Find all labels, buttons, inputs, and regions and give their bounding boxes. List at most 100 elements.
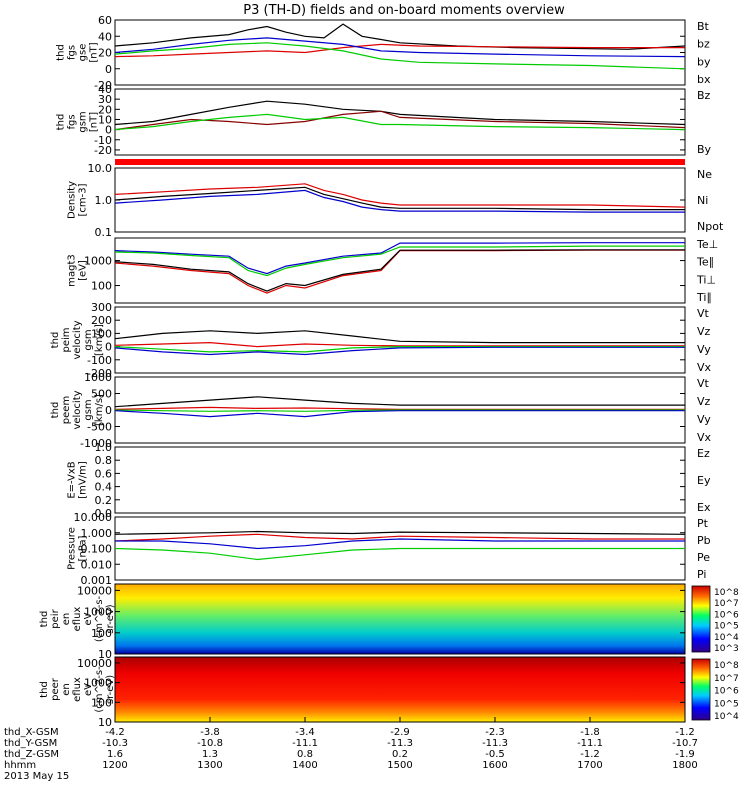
- x-row-value: 1400: [292, 760, 317, 771]
- series-Vt: [114, 330, 685, 344]
- y-axis-label: [mV/m]: [78, 461, 89, 499]
- y-tick-label: 1.0: [95, 194, 113, 207]
- y-tick-label: 60: [98, 14, 112, 27]
- series-Pe: [114, 547, 685, 561]
- series-Pi: [115, 538, 685, 550]
- series-Vx: [114, 346, 685, 356]
- y-axis-label: eflux: [72, 677, 83, 702]
- y-axis-label: fgs: [67, 114, 78, 129]
- y-axis-label: peem: [61, 396, 72, 424]
- y-tick-label: 100: [91, 627, 112, 640]
- y-tick-label: 40: [98, 30, 112, 43]
- series-Vz: [114, 341, 685, 348]
- y-tick-label: 20: [98, 103, 112, 116]
- x-row-value: 1800: [672, 760, 697, 771]
- legend-entry: Npot: [697, 220, 724, 233]
- x-row-label: thd_Z-GSM: [4, 749, 59, 760]
- panel-frame: [114, 19, 686, 86]
- legend-entry: Pb: [697, 534, 711, 547]
- y-tick-label: 0.010: [81, 558, 113, 571]
- y-axis-label: thd: [39, 681, 50, 698]
- x-row-value: -4.2: [105, 727, 125, 738]
- legend-entry: Te∥: [696, 256, 714, 269]
- y-axis-label: gse: [78, 44, 89, 62]
- legend-entry: Ex: [697, 501, 711, 514]
- x-row-value: 1600: [482, 760, 507, 771]
- y-axis-label: sr-eV): [105, 604, 116, 633]
- y-axis-label: thd: [50, 402, 61, 419]
- mode-bar: [115, 159, 685, 165]
- y-axis-label: Density: [67, 181, 78, 219]
- x-row-value: -0.5: [485, 749, 505, 760]
- x-row-value: -3.8: [200, 727, 220, 738]
- series-Ti⊥: [114, 242, 685, 275]
- series-Pt: [114, 530, 686, 535]
- y-tick-label: 0: [105, 63, 112, 76]
- colorbar-tick-label: 10^7: [714, 674, 739, 684]
- y-tick-label: -1000: [80, 437, 112, 450]
- x-row-value: -1.8: [580, 727, 600, 738]
- panel-frame: [114, 167, 686, 233]
- y-tick-label: 1000: [84, 606, 112, 619]
- x-row-label: thd_X-GSM: [4, 727, 59, 738]
- y-tick-label: 10000: [77, 657, 112, 670]
- series-By: [114, 113, 686, 131]
- panel-frame: [114, 583, 686, 655]
- y-axis-label: eflux: [72, 607, 83, 632]
- y-tick-label: 30: [98, 93, 112, 106]
- legend-entry: Ni: [697, 194, 708, 207]
- y-axis-label: [nT]: [89, 112, 100, 132]
- colorbar-tick-label: 10^6: [714, 687, 739, 697]
- legend-entry: Pi: [697, 568, 706, 581]
- series-by: [114, 42, 686, 70]
- y-axis-label: gsm: [83, 329, 94, 350]
- x-row-value: 1700: [577, 760, 602, 771]
- panel-peir-eflux: 10^810^710^6 10^510^410^3 10000 1000 100 10 th…: [39, 583, 739, 661]
- y-tick-label: 1000: [84, 371, 112, 384]
- x-row-value: -1.2: [675, 727, 695, 738]
- panel-density: 10.0 1.0 0.1 Density [cm-3] Ne Ni Npot: [67, 162, 724, 239]
- y-axis-label: [km/s]: [94, 394, 105, 426]
- x-row-value: -2.9: [390, 727, 410, 738]
- y-tick-label: 1000: [84, 677, 112, 690]
- series-bx: [114, 37, 686, 58]
- y-axis-label: en: [61, 613, 72, 626]
- colorbar-tick-label: 10^7: [714, 599, 739, 609]
- series-Te∥: [114, 249, 685, 292]
- x-row-label: thd_Y-GSM: [4, 738, 57, 749]
- legend-entry: Pe: [697, 551, 710, 564]
- colorbar-tick-label: 10^8: [714, 661, 739, 671]
- series-Vt: [114, 396, 685, 408]
- y-tick-label: 10000: [77, 584, 112, 597]
- y-axis-label: thd: [56, 114, 67, 131]
- legend-entry: Te⊥: [696, 238, 718, 251]
- y-axis-label: fgs: [67, 45, 78, 60]
- colorbar-tick-label: 10^5: [714, 699, 739, 709]
- y-tick-label: 300: [91, 301, 112, 314]
- y-tick-label: 20: [98, 47, 112, 60]
- y-tick-label: 0: [105, 404, 112, 417]
- y-axis-label: thd: [56, 44, 67, 61]
- y-tick-label: 0.100: [81, 543, 113, 556]
- x-row-value: -1.9: [675, 749, 695, 760]
- series-Pb: [114, 533, 685, 542]
- legend-entry: Ne: [697, 168, 712, 181]
- legend-entry: Ti⊥: [696, 273, 716, 286]
- y-tick-label: 1000: [84, 255, 112, 268]
- x-row-value: -2.3: [485, 727, 505, 738]
- series-Ni: [114, 186, 685, 211]
- y-tick-label: 0: [105, 341, 112, 354]
- y-axis-label: eV: [83, 683, 94, 696]
- x-row-value: -11.1: [577, 738, 603, 749]
- series-Vy: [114, 346, 685, 353]
- panel-frame: [114, 306, 686, 374]
- series-Bt: [114, 100, 686, 126]
- y-tick-label: 100: [91, 280, 112, 293]
- legend-entry: Vt: [697, 377, 710, 390]
- legend-entry: Ti∥: [696, 291, 712, 304]
- y-tick-label: -20: [94, 144, 112, 157]
- colorbar-tick-label: 10^4: [714, 633, 739, 643]
